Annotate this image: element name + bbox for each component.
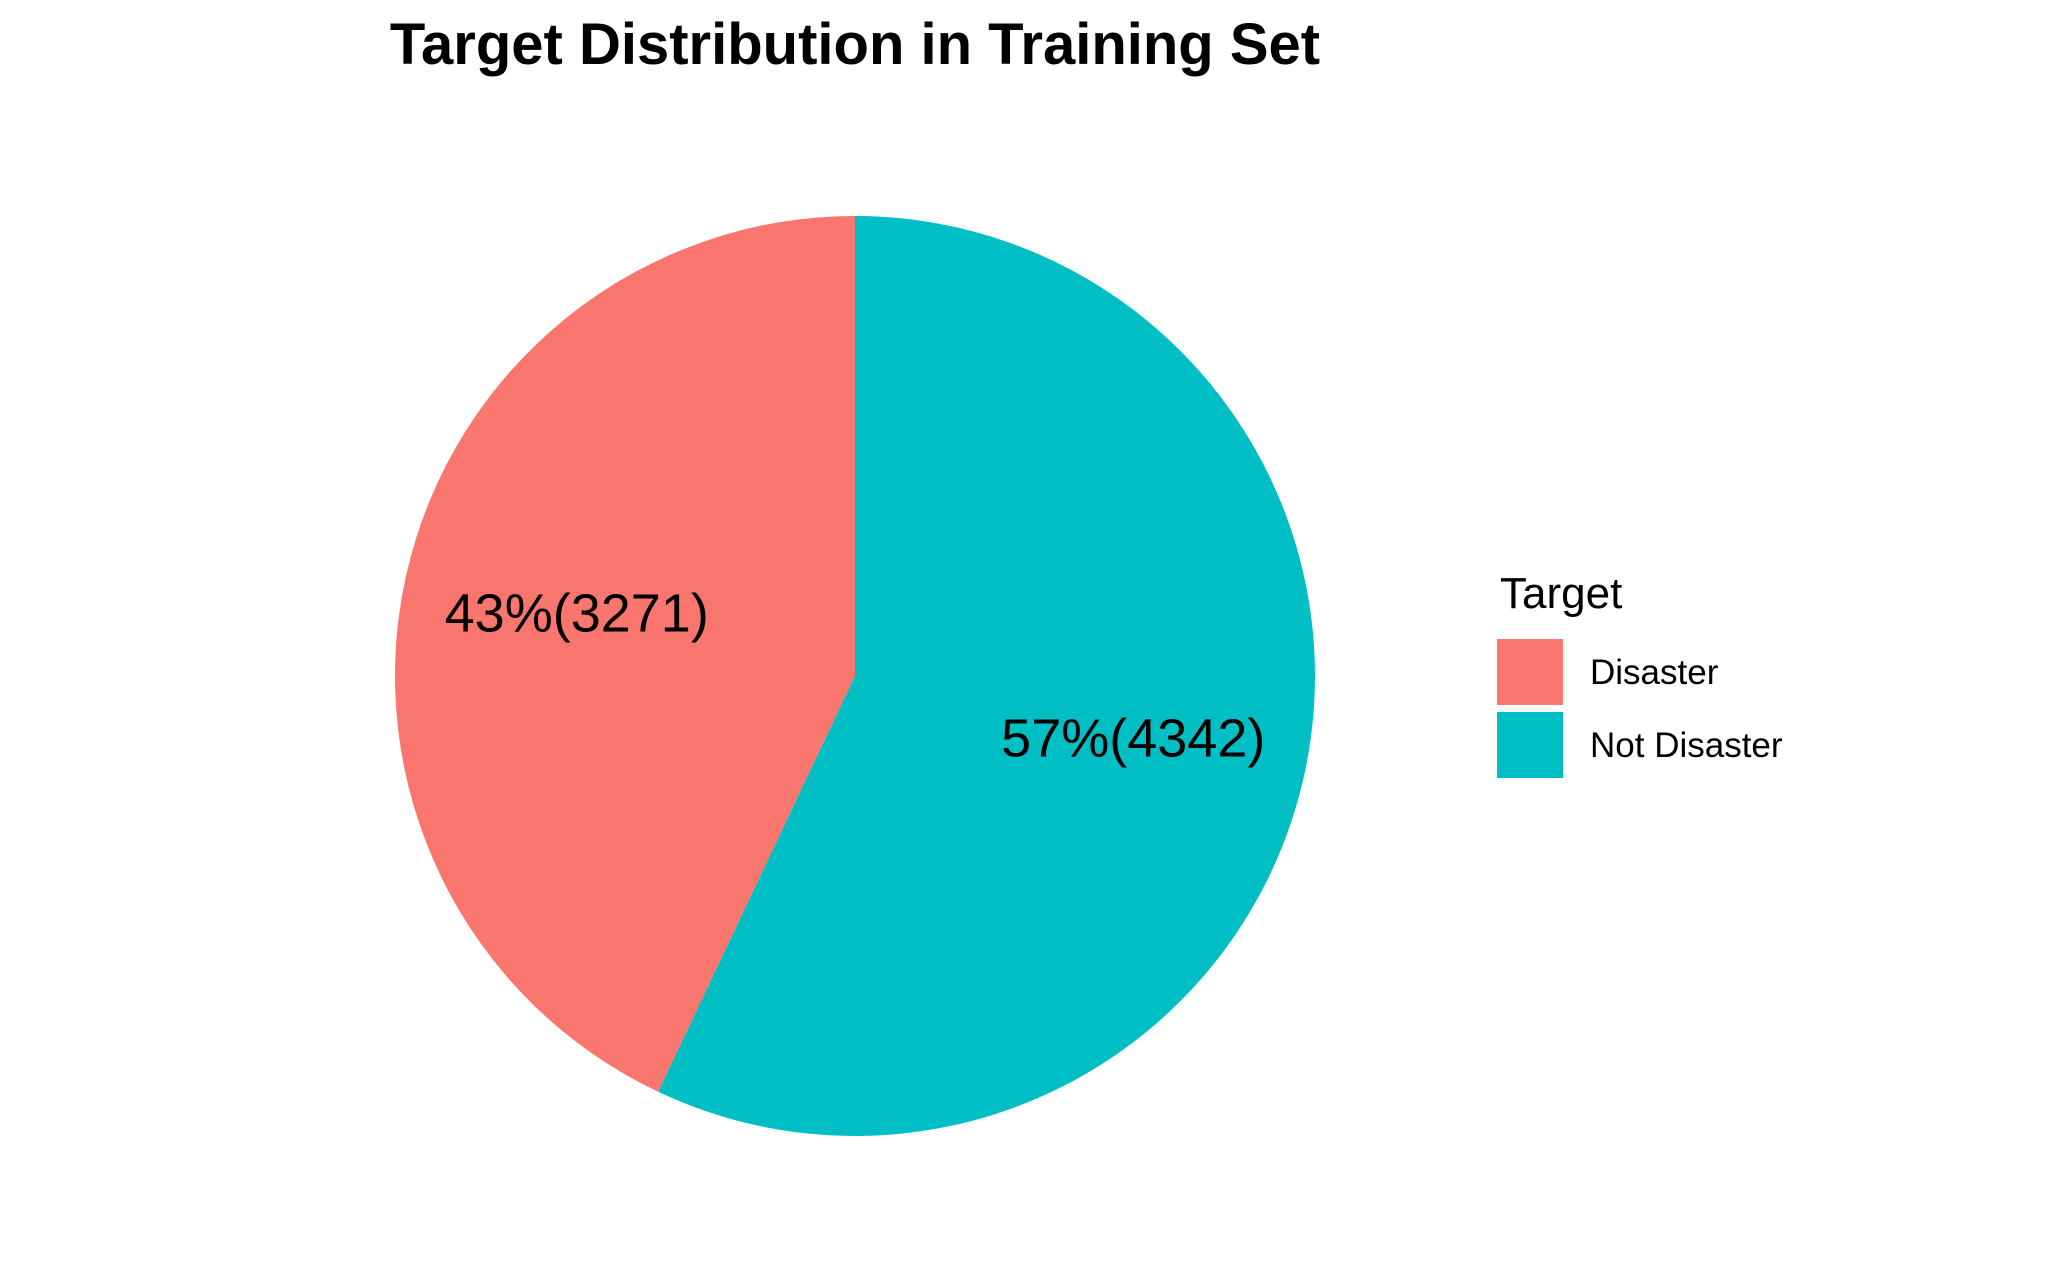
legend-swatch-disaster xyxy=(1497,639,1563,705)
slice-label-not-disaster: 57%(4342) xyxy=(1001,709,1265,769)
legend-label-disaster: Disaster xyxy=(1590,653,1719,692)
pie-slice-disaster xyxy=(394,216,855,1092)
pie-slices xyxy=(394,215,1315,1137)
legend: Target Disaster Not Disaster xyxy=(1497,569,1783,778)
legend-swatch-not-disaster xyxy=(1497,712,1563,778)
chart-title: Target Distribution in Training Set xyxy=(390,12,1320,77)
legend-label-not-disaster: Not Disaster xyxy=(1590,726,1783,765)
slice-label-disaster: 43%(3271) xyxy=(445,583,709,643)
legend-title: Target xyxy=(1500,569,1622,618)
pie-slice-labels: 43%(3271) 57%(4342) xyxy=(445,583,1266,768)
pie-slice-not-disaster xyxy=(658,215,1315,1137)
